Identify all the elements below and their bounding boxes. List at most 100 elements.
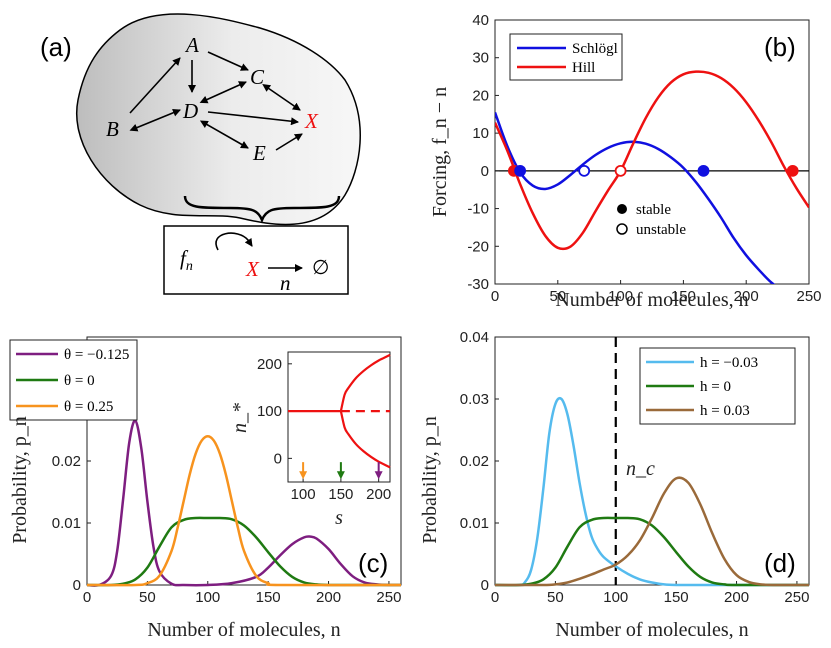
panel-b-forcing-chart: 0 50 100 150 200 250 -30 -20 -10 0 10 20 30 40 Schlög… bbox=[429, 12, 822, 311]
node-b: B bbox=[106, 117, 119, 141]
panel-c-label: (c) bbox=[358, 548, 388, 578]
inset-xtick-label: 150 bbox=[328, 486, 353, 503]
panel-a-diagram: (a) A B C D E X bbox=[40, 13, 361, 295]
stable-fixed-point bbox=[786, 164, 799, 177]
reduced-model-box bbox=[163, 225, 349, 295]
panel-d-xtick-label: 100 bbox=[603, 589, 628, 606]
legend-stable-marker bbox=[617, 204, 627, 214]
unstable-fixed-point bbox=[578, 164, 591, 177]
stable-fixed-point bbox=[697, 164, 710, 177]
stable-fixed-point bbox=[514, 164, 527, 177]
panel-c-ytick-label: 0 bbox=[73, 577, 81, 594]
legend-unstable-label: unstable bbox=[636, 222, 686, 238]
node-e: E bbox=[252, 141, 266, 165]
node-x: X bbox=[304, 109, 319, 133]
inset-sink: ∅ bbox=[312, 255, 329, 279]
inset-xtick-label: 100 bbox=[291, 486, 316, 503]
inset-upper-branch bbox=[339, 353, 391, 412]
panel-b-axes-box bbox=[494, 19, 810, 285]
inset-ytick-label: 100 bbox=[257, 403, 282, 420]
inset-xtick-label: 200 bbox=[366, 486, 391, 503]
panel-d-xtick-label: 150 bbox=[664, 589, 689, 606]
panel-d-ytick-label: 0 bbox=[481, 577, 489, 594]
feedback-loop-arrow bbox=[215, 232, 253, 251]
panel-d-probability-chart: 0 50 100 150 200 250 0 0.01 0.02 0.03 0.04 h = −0.… bbox=[419, 329, 810, 641]
panel-b-label: (b) bbox=[764, 32, 796, 62]
panel-b-ylabel: Forcing, f_n − n bbox=[429, 87, 451, 217]
panel-c-xtick-label: 150 bbox=[256, 589, 281, 606]
panel-b-xtick-label: 200 bbox=[734, 288, 759, 305]
inset-ytick-label: 0 bbox=[274, 450, 282, 467]
panel-d-label: (d) bbox=[764, 548, 796, 578]
inset-arrow-head bbox=[336, 471, 345, 480]
panel-d-ytick-label: 0.01 bbox=[460, 515, 489, 532]
critical-line-label: n_c bbox=[626, 458, 655, 480]
panel-d-xtick-label: 200 bbox=[724, 589, 749, 606]
series-line-h-neg bbox=[494, 396, 809, 587]
panel-b-xlabel: Number of molecules, n bbox=[555, 289, 748, 311]
panel-d-ytick-label: 0.04 bbox=[460, 329, 489, 346]
panel-c-xtick-label: 250 bbox=[376, 589, 401, 606]
panel-d-xtick-label: 50 bbox=[547, 589, 564, 606]
curly-brace bbox=[183, 195, 341, 224]
inset-xlabel: s bbox=[335, 507, 343, 529]
panel-c-ytick-label: 0.01 bbox=[52, 515, 81, 532]
panel-c-xtick-label: 200 bbox=[316, 589, 341, 606]
node-a: A bbox=[184, 33, 199, 57]
unstable-fixed-point bbox=[614, 164, 627, 177]
panel-c-ytick-label: 0.02 bbox=[52, 453, 81, 470]
inset-ytick-label: 200 bbox=[257, 356, 282, 373]
network-arrows bbox=[129, 51, 303, 151]
panel-b-ytick-label: 20 bbox=[472, 87, 489, 104]
panel-c-xtick-label: 0 bbox=[83, 589, 91, 606]
series-line-schlogl bbox=[495, 111, 776, 284]
legend-label-h-neg: h = −0.03 bbox=[700, 355, 758, 371]
panel-c-ylabel: Probability, p_n bbox=[9, 416, 31, 544]
panel-b-ytick-label: 0 bbox=[481, 163, 489, 180]
panel-b-legend bbox=[509, 33, 623, 81]
series-line-hill bbox=[495, 70, 809, 251]
node-d: D bbox=[182, 99, 198, 123]
panel-b-xtick-label: 0 bbox=[491, 288, 499, 305]
inset-forcing-label: fn bbox=[180, 246, 193, 274]
panel-b-ytick-label: -10 bbox=[467, 201, 489, 218]
panel-a-label: (a) bbox=[40, 32, 72, 62]
inset-axes-box bbox=[287, 351, 391, 483]
inset-ylabel: n_* bbox=[229, 403, 251, 433]
panel-b-xtick-label: 50 bbox=[549, 288, 566, 305]
panel-b-ytick-label: -30 bbox=[467, 276, 489, 293]
inset-arrow-head bbox=[299, 471, 308, 480]
series-line-theta-pos bbox=[86, 434, 402, 587]
reaction-network-blob bbox=[76, 13, 361, 226]
legend-label-theta-zero: θ = 0 bbox=[64, 373, 95, 389]
panel-b-xtick-label: 100 bbox=[608, 288, 633, 305]
legend-unstable-marker bbox=[616, 223, 628, 235]
panel-c-xtick-label: 100 bbox=[195, 589, 220, 606]
panel-c-xlabel: Number of molecules, n bbox=[147, 619, 340, 641]
inset-arrow-head bbox=[374, 471, 383, 480]
inset-lower-branch bbox=[339, 410, 391, 469]
panel-c-xtick-label: 50 bbox=[139, 589, 156, 606]
legend-label-schlogl: Schlögl bbox=[572, 41, 618, 57]
series-line-h-zero bbox=[494, 516, 810, 587]
panel-d-xtick-label: 0 bbox=[491, 589, 499, 606]
legend-label-theta-pos: θ = 0.25 bbox=[64, 399, 113, 415]
legend-stable-label: stable bbox=[636, 202, 671, 218]
legend-label-h-zero: h = 0 bbox=[700, 379, 731, 395]
panel-b-ytick-label: -20 bbox=[467, 238, 489, 255]
panel-b-ytick-label: 10 bbox=[472, 125, 489, 142]
panel-b-xtick-label: 150 bbox=[671, 288, 696, 305]
panel-d-ytick-label: 0.02 bbox=[460, 453, 489, 470]
panel-c-inset-bifurcation: 100 150 200 0 100 200 s n_* bbox=[229, 351, 391, 529]
node-c: C bbox=[250, 65, 265, 89]
panel-d-xtick-label: 250 bbox=[784, 589, 809, 606]
panel-d-xlabel: Number of molecules, n bbox=[555, 619, 748, 641]
panel-b-ytick-label: 30 bbox=[472, 50, 489, 67]
legend-label-hill: Hill bbox=[572, 60, 595, 76]
panel-c-probability-chart: 0 50 100 150 200 250 0 0.01 0.02 θ = −0.125 θ = … bbox=[9, 336, 402, 641]
series-line-theta-neg bbox=[86, 419, 402, 587]
legend-label-theta-neg: θ = −0.125 bbox=[64, 347, 129, 363]
legend-label-h-pos: h = 0.03 bbox=[700, 403, 750, 419]
panel-d-ylabel: Probability, p_n bbox=[419, 416, 441, 544]
